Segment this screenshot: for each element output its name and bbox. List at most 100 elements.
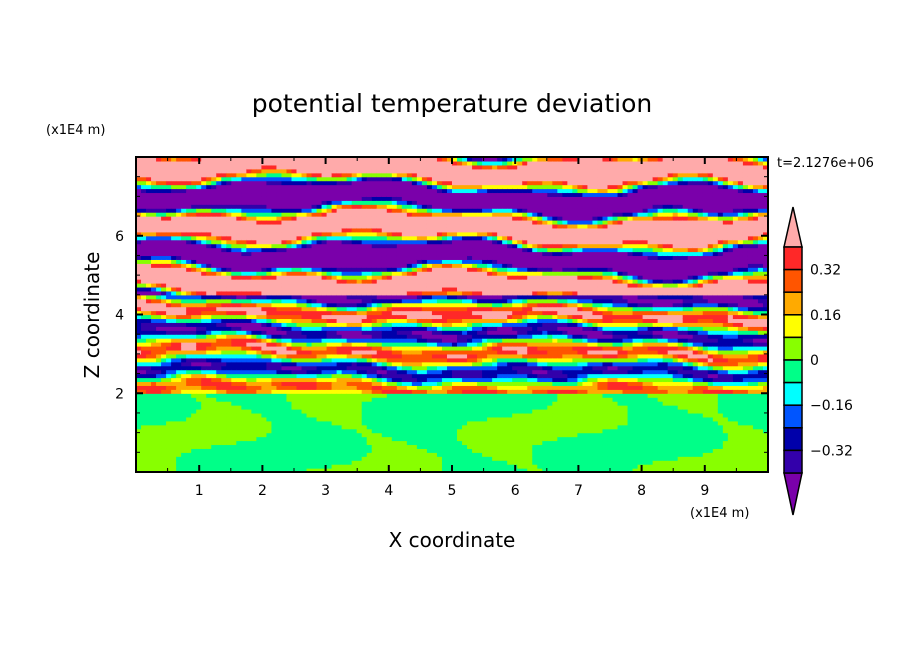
contour-cell bbox=[341, 275, 348, 280]
contour-cell bbox=[371, 283, 378, 288]
contour-cell bbox=[411, 428, 418, 434]
contour-cell bbox=[236, 263, 242, 268]
contour-cell bbox=[176, 318, 182, 323]
contour-cell bbox=[166, 389, 172, 394]
contour-cell bbox=[276, 377, 283, 383]
contour-cell bbox=[416, 468, 423, 473]
contour-cell bbox=[316, 302, 323, 308]
contour-cell bbox=[361, 412, 368, 418]
contour-cell bbox=[266, 416, 273, 422]
contour-cell bbox=[436, 302, 443, 308]
contour-cell bbox=[316, 385, 323, 390]
contour-cell bbox=[216, 436, 222, 442]
contour-cell bbox=[356, 377, 363, 383]
contour-cell bbox=[161, 365, 167, 371]
contour-cell bbox=[251, 235, 257, 241]
contour-cell bbox=[221, 275, 227, 280]
contour-cell bbox=[191, 306, 197, 312]
contour-cell bbox=[261, 231, 268, 237]
contour-cell bbox=[301, 338, 308, 343]
contour-cell bbox=[166, 318, 172, 323]
contour-cell bbox=[191, 180, 197, 186]
contour-cell bbox=[386, 448, 393, 453]
contour-cell bbox=[331, 184, 338, 190]
contour-cell bbox=[346, 342, 353, 347]
contour-cell bbox=[286, 416, 293, 422]
contour-cell bbox=[266, 247, 273, 253]
contour-cell bbox=[241, 223, 247, 229]
contour-cell bbox=[436, 373, 443, 379]
contour-cell bbox=[306, 247, 313, 253]
contour-cell bbox=[346, 365, 353, 371]
contour-cell bbox=[266, 306, 273, 312]
contour-cell bbox=[206, 243, 212, 249]
contour-cell bbox=[231, 283, 237, 288]
contour-cell bbox=[226, 306, 232, 312]
contour-cell bbox=[236, 310, 242, 316]
contour-cell bbox=[171, 389, 177, 394]
contour-cell bbox=[166, 369, 172, 375]
contour-cell bbox=[411, 381, 418, 386]
contour-cell bbox=[406, 188, 413, 194]
contour-cell bbox=[216, 247, 222, 253]
contour-cell bbox=[381, 247, 388, 253]
contour-cell bbox=[331, 373, 338, 379]
contour-cell bbox=[386, 424, 393, 430]
contour-cell bbox=[431, 306, 438, 312]
contour-cell bbox=[316, 416, 323, 422]
contour-cell bbox=[311, 314, 318, 320]
contour-cell bbox=[326, 456, 333, 461]
contour-cell bbox=[376, 448, 383, 453]
contour-cell bbox=[336, 267, 343, 272]
contour-cell bbox=[321, 239, 328, 245]
contour-cell bbox=[306, 428, 313, 434]
contour-cell bbox=[241, 346, 247, 351]
contour-cell bbox=[161, 377, 167, 383]
contour-cell bbox=[341, 464, 348, 469]
contour-cell bbox=[271, 216, 278, 221]
contour-cell bbox=[426, 259, 433, 264]
contour-cell bbox=[426, 416, 433, 422]
contour-cell bbox=[201, 440, 207, 446]
contour-cell bbox=[231, 456, 237, 461]
contour-cell bbox=[356, 263, 363, 268]
contour-cell bbox=[316, 306, 323, 312]
contour-cell bbox=[361, 157, 368, 162]
contour-cell bbox=[206, 361, 212, 367]
contour-cell bbox=[311, 326, 318, 331]
contour-cell bbox=[296, 326, 303, 331]
contour-cell bbox=[206, 223, 212, 229]
contour-cell bbox=[246, 424, 252, 430]
contour-cell bbox=[311, 369, 318, 375]
contour-cell bbox=[401, 192, 408, 197]
contour-cell bbox=[216, 204, 222, 209]
contour-cell bbox=[301, 416, 308, 422]
contour-cell bbox=[181, 168, 187, 174]
contour-cell bbox=[366, 251, 373, 257]
contour-cell bbox=[336, 369, 343, 375]
contour-cell bbox=[141, 235, 147, 241]
contour-cell bbox=[276, 464, 283, 469]
contour-cell bbox=[396, 208, 403, 213]
contour-cell bbox=[336, 227, 343, 233]
contour-cell bbox=[176, 452, 182, 457]
contour-cell bbox=[321, 322, 328, 327]
contour-cell bbox=[206, 464, 212, 469]
contour-cell bbox=[356, 365, 363, 371]
contour-cell bbox=[276, 259, 283, 264]
contour-cell bbox=[201, 361, 207, 367]
contour-cell bbox=[336, 420, 343, 426]
contour-cell bbox=[216, 334, 222, 339]
contour-cell bbox=[216, 385, 222, 390]
contour-cell bbox=[376, 428, 383, 434]
contour-cell bbox=[181, 428, 187, 434]
contour-cell bbox=[216, 259, 222, 264]
contour-cell bbox=[271, 444, 278, 449]
contour-cell bbox=[436, 251, 443, 257]
contour-cell bbox=[241, 164, 247, 170]
contour-cell bbox=[201, 397, 207, 402]
contour-cell bbox=[271, 279, 278, 284]
contour-cell bbox=[386, 204, 393, 209]
contour-cell bbox=[246, 330, 252, 335]
contour-cell bbox=[426, 275, 433, 280]
